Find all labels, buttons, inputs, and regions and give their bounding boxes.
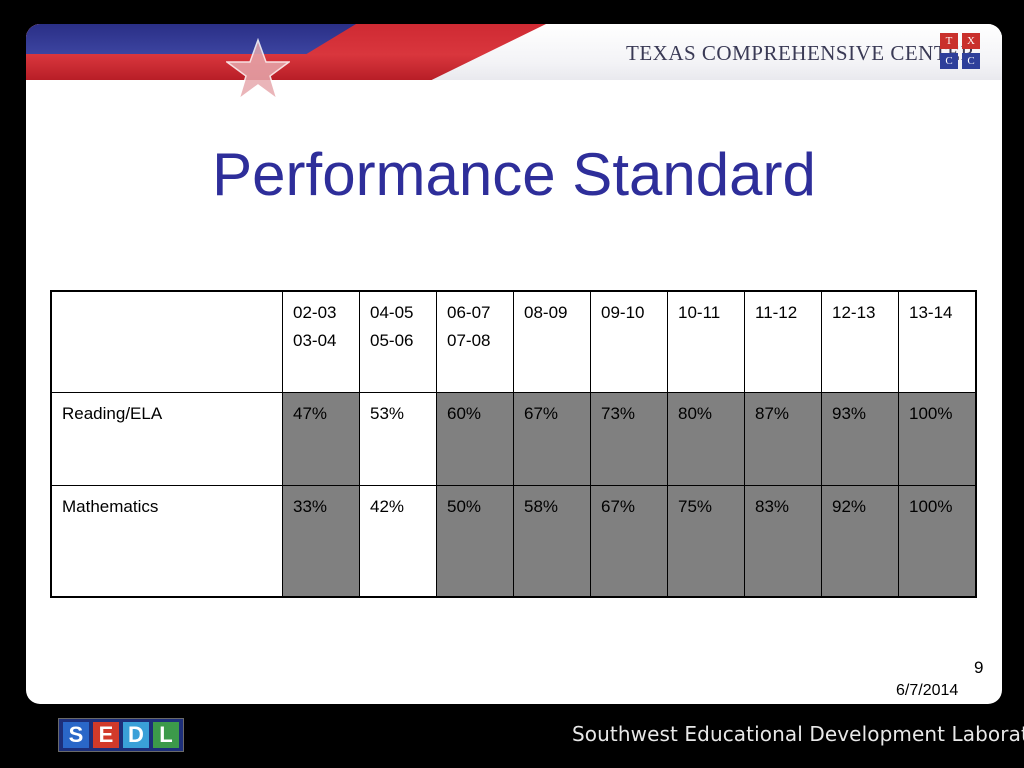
header-cell: 02-03 03-04 xyxy=(282,290,360,393)
header-cell: 09-10 xyxy=(590,290,668,393)
footer-bar: S E D L Southwest Educational Developmen… xyxy=(0,704,1024,768)
org-name: TEXAS COMPREHENSIVE CENTER xyxy=(626,41,976,65)
row-label: Mathematics xyxy=(50,485,283,598)
year-label: 02-03 03-04 xyxy=(293,303,337,350)
table-cell: 87% xyxy=(744,392,822,486)
table-cell: 83% xyxy=(744,485,822,598)
slide-title: Performance Standard xyxy=(212,141,816,208)
txcc-logo: T X C C xyxy=(940,33,982,73)
sedl-letter: E xyxy=(93,722,119,748)
table-cell: 60% xyxy=(436,392,514,486)
row-label: Reading/ELA xyxy=(50,392,283,486)
page-number: 9 xyxy=(974,658,984,677)
table-cell: 73% xyxy=(590,392,668,486)
table-cell: 53% xyxy=(359,392,437,486)
table-cell: 50% xyxy=(436,485,514,598)
table-cell: 67% xyxy=(513,392,591,486)
header-cell: 12-13 xyxy=(821,290,899,393)
footer-org-name: Southwest Educational Development Labora… xyxy=(572,722,1024,746)
header-banner: TEXAS COMPREHENSIVE CENTER T X C C xyxy=(26,24,1002,101)
table-cell: 67% xyxy=(590,485,668,598)
table-cell: 100% xyxy=(898,485,977,598)
logo-letter: X xyxy=(962,33,980,49)
sedl-letter: D xyxy=(123,722,149,748)
year-label: 04-05 05-06 xyxy=(370,303,414,350)
logo-letter: T xyxy=(940,33,958,49)
header-cell: 04-05 05-06 xyxy=(359,290,437,393)
table-cell: 42% xyxy=(359,485,437,598)
sedl-letter: S xyxy=(63,722,89,748)
table-cell: 47% xyxy=(282,392,360,486)
header-cell: 08-09 xyxy=(513,290,591,393)
table-cell: 80% xyxy=(667,392,745,486)
table-cell: 58% xyxy=(513,485,591,598)
logo-letter: C xyxy=(962,53,980,69)
table-row: Reading/ELA 47% 53% 60% 67% 73% 80% 87% … xyxy=(50,392,977,486)
table-cell: 75% xyxy=(667,485,745,598)
header-cell: 06-07 07-08 xyxy=(436,290,514,393)
table-cell: 92% xyxy=(821,485,899,598)
banner-blue-stripe xyxy=(26,24,356,54)
performance-table: 02-03 03-04 04-05 05-06 06-07 07-08 08-09 0… xyxy=(50,290,977,598)
header-cell xyxy=(50,290,283,393)
table-row: Mathematics 33% 42% 50% 58% 67% 75% 83% … xyxy=(50,485,977,598)
star-icon xyxy=(226,38,290,101)
table-header-row: 02-03 03-04 04-05 05-06 06-07 07-08 08-09 0… xyxy=(50,290,977,393)
sedl-letter: L xyxy=(153,722,179,748)
year-label: 06-07 07-08 xyxy=(447,303,491,350)
table-cell: 33% xyxy=(282,485,360,598)
table-cell: 93% xyxy=(821,392,899,486)
table-cell: 100% xyxy=(898,392,977,486)
sedl-logo: S E D L xyxy=(58,718,184,752)
logo-letter: C xyxy=(940,53,958,69)
slide: TEXAS COMPREHENSIVE CENTER T X C C Perfo… xyxy=(26,24,1002,704)
header-cell: 10-11 xyxy=(667,290,745,393)
header-cell: 13-14 xyxy=(898,290,977,393)
slide-date: 6/7/2014 xyxy=(896,682,959,699)
header-cell: 11-12 xyxy=(744,290,822,393)
